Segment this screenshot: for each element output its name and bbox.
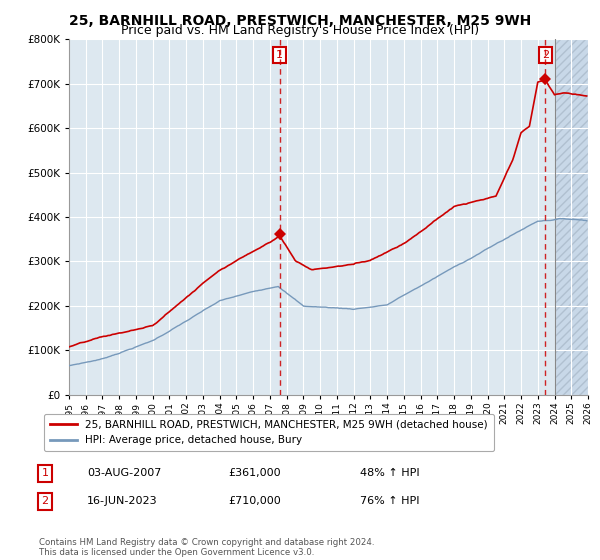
Text: 16-JUN-2023: 16-JUN-2023 xyxy=(87,496,158,506)
Legend: 25, BARNHILL ROAD, PRESTWICH, MANCHESTER, M25 9WH (detached house), HPI: Average: 25, BARNHILL ROAD, PRESTWICH, MANCHESTER… xyxy=(44,414,494,451)
Text: 48% ↑ HPI: 48% ↑ HPI xyxy=(360,468,419,478)
Text: 2: 2 xyxy=(542,50,549,60)
Bar xyxy=(554,39,588,395)
Text: 03-AUG-2007: 03-AUG-2007 xyxy=(87,468,161,478)
Text: 1: 1 xyxy=(41,468,49,478)
Text: 25, BARNHILL ROAD, PRESTWICH, MANCHESTER, M25 9WH: 25, BARNHILL ROAD, PRESTWICH, MANCHESTER… xyxy=(69,14,531,28)
Text: Price paid vs. HM Land Registry's House Price Index (HPI): Price paid vs. HM Land Registry's House … xyxy=(121,24,479,37)
Text: 1: 1 xyxy=(276,50,283,60)
Text: £710,000: £710,000 xyxy=(228,496,281,506)
Text: 76% ↑ HPI: 76% ↑ HPI xyxy=(360,496,419,506)
Text: £361,000: £361,000 xyxy=(228,468,281,478)
Text: 2: 2 xyxy=(41,496,49,506)
Text: Contains HM Land Registry data © Crown copyright and database right 2024.
This d: Contains HM Land Registry data © Crown c… xyxy=(39,538,374,557)
